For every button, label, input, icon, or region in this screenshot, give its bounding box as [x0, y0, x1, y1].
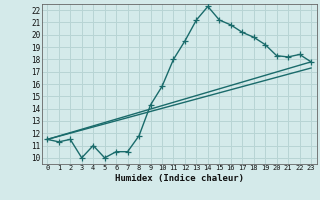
- X-axis label: Humidex (Indice chaleur): Humidex (Indice chaleur): [115, 174, 244, 183]
